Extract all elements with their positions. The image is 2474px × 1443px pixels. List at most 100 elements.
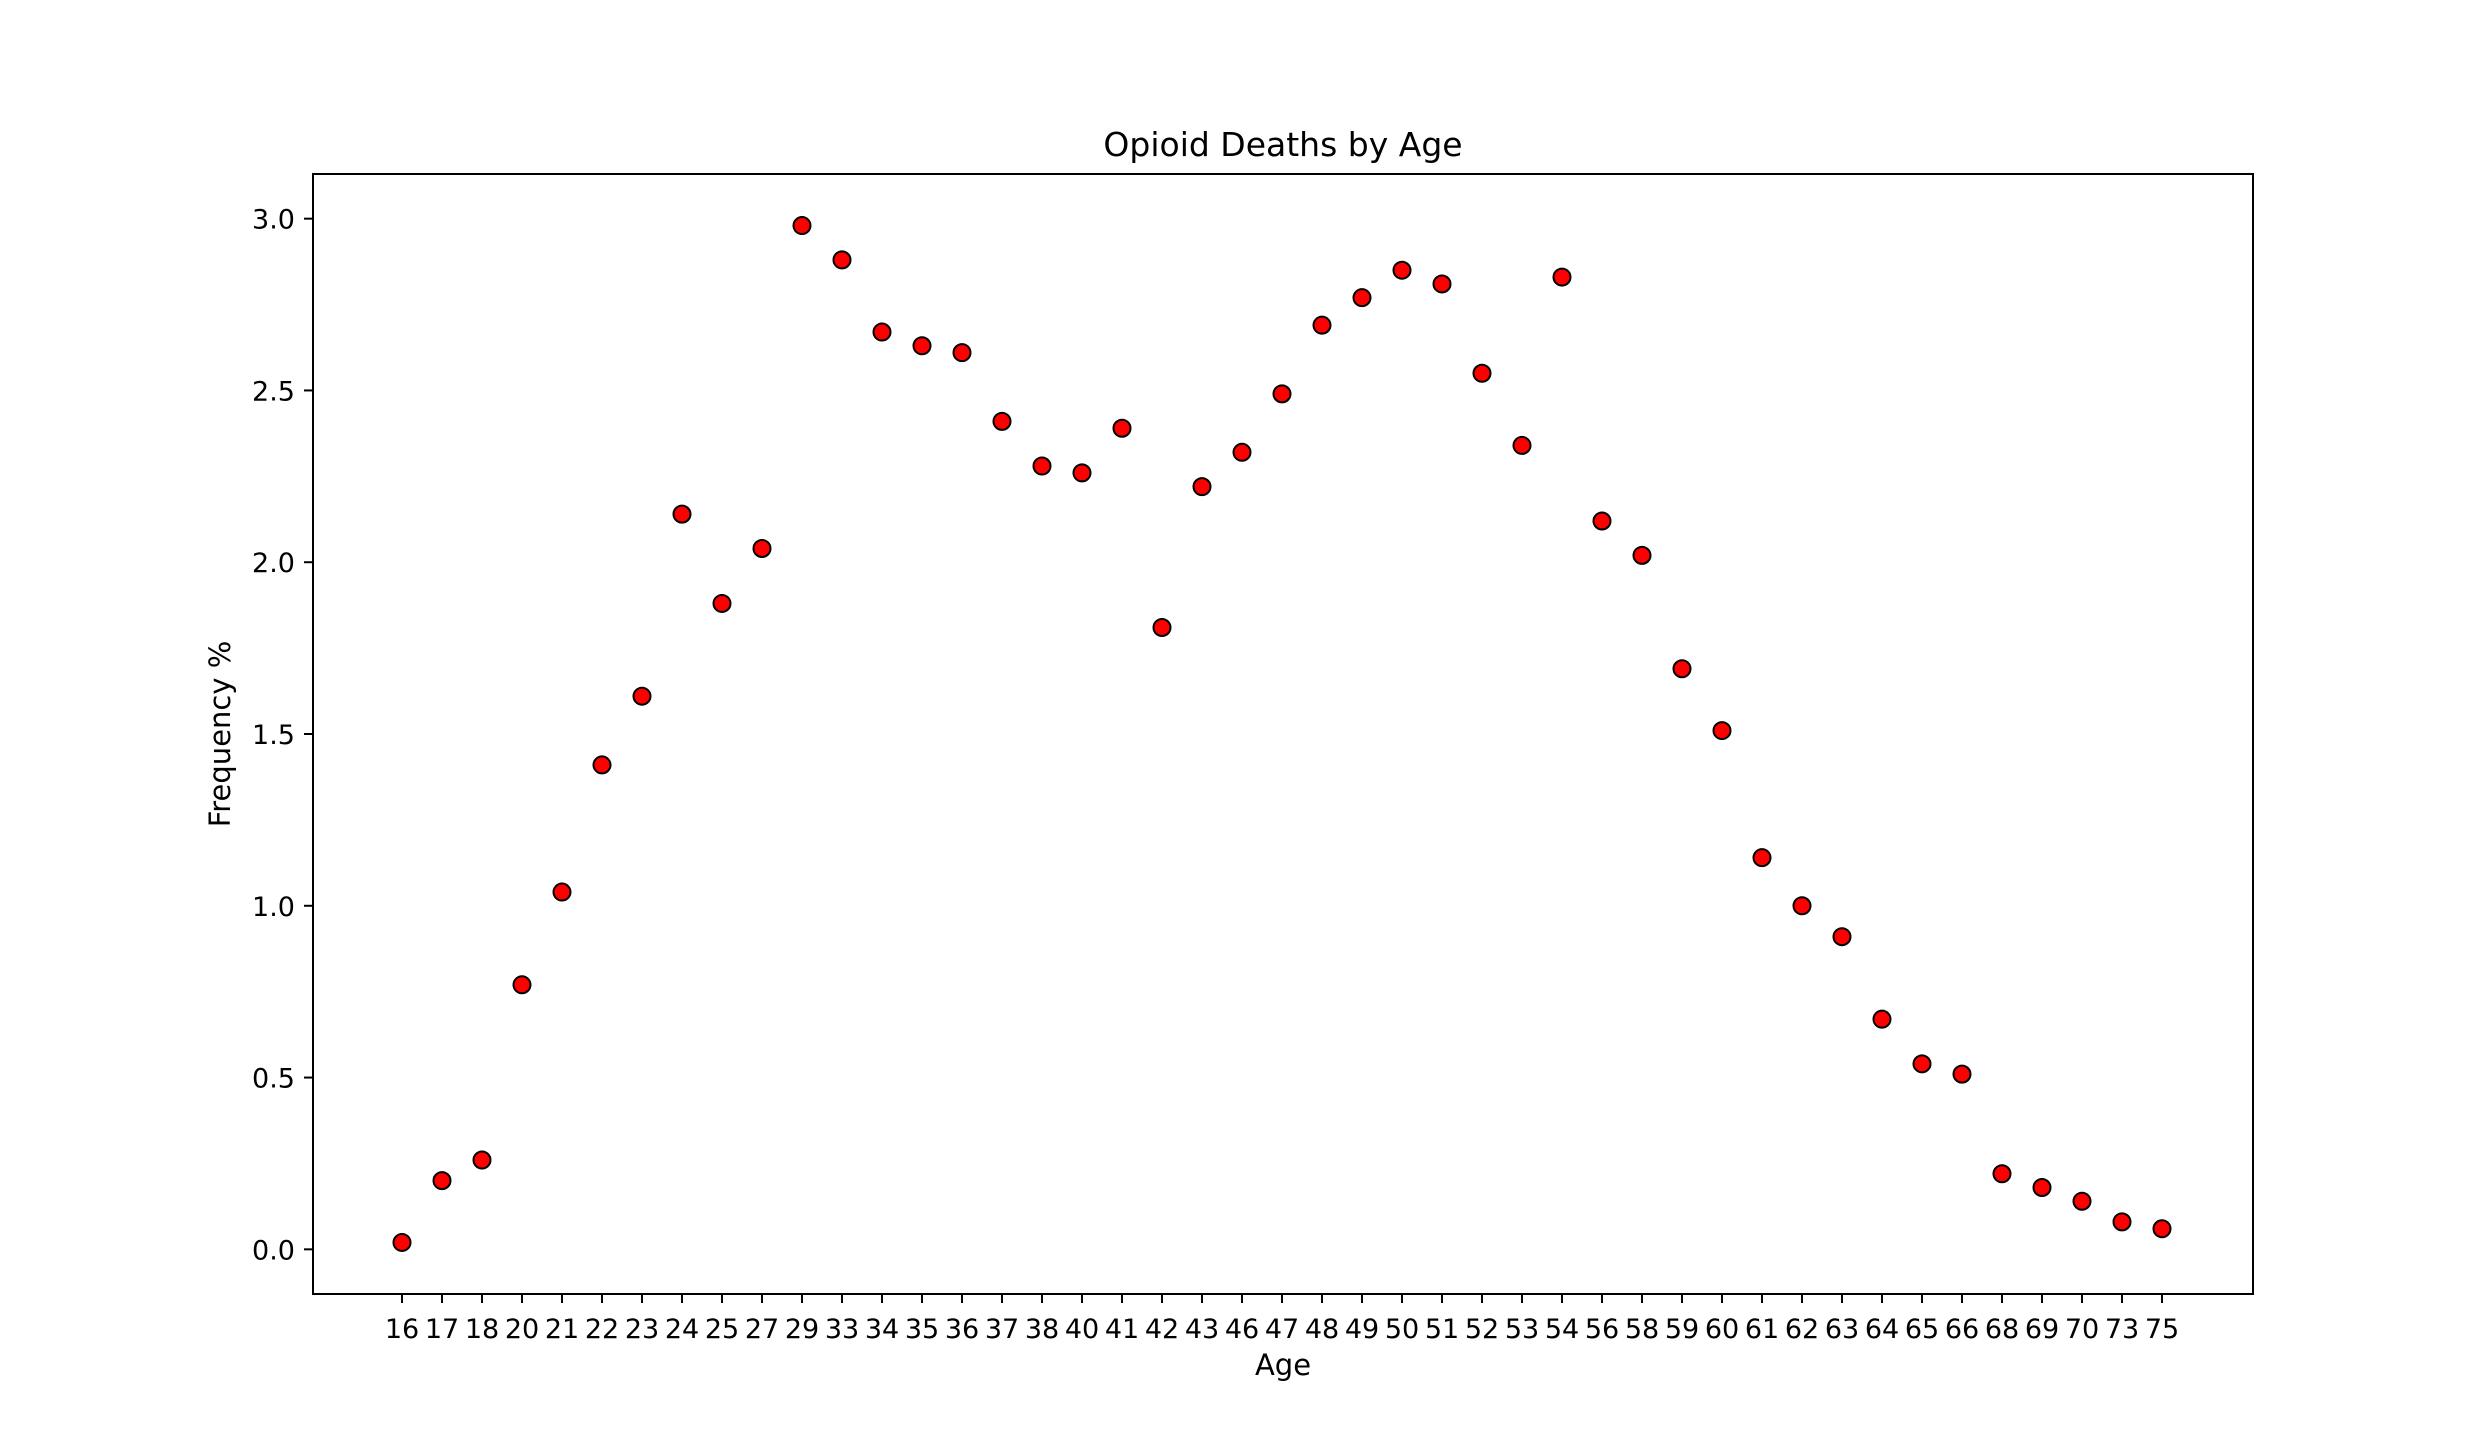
x-tick-label: 25 <box>705 1314 739 1345</box>
x-tick-label: 49 <box>1345 1314 1379 1345</box>
x-tick-label: 68 <box>1985 1314 2019 1345</box>
data-point <box>672 504 692 524</box>
data-point <box>1032 456 1052 476</box>
data-point <box>1872 1009 1892 1029</box>
y-tick-label: 1.5 <box>252 720 295 751</box>
x-tick-label: 22 <box>585 1314 619 1345</box>
x-tick-label: 59 <box>1665 1314 1699 1345</box>
data-point <box>1752 848 1772 868</box>
data-point <box>1912 1054 1932 1074</box>
data-point <box>1312 315 1332 335</box>
data-points <box>392 216 2172 1252</box>
y-axis-ticks: 0.0 0.5 1.0 1.5 2.0 2.5 3.0 <box>252 205 313 1266</box>
x-tick-label: 24 <box>665 1314 699 1345</box>
x-tick-label: 60 <box>1705 1314 1739 1345</box>
x-tick-label: 27 <box>745 1314 779 1345</box>
x-tick-label: 36 <box>945 1314 979 1345</box>
x-tick-label: 40 <box>1065 1314 1099 1345</box>
data-point <box>1152 617 1172 637</box>
x-tick-label: 63 <box>1825 1314 1859 1345</box>
x-tick-label: 37 <box>985 1314 1019 1345</box>
data-point <box>2152 1219 2172 1239</box>
x-tick-label: 41 <box>1105 1314 1139 1345</box>
data-point <box>1192 477 1212 497</box>
data-point <box>1352 288 1372 308</box>
x-tick-label: 16 <box>385 1314 419 1345</box>
x-tick-label: 65 <box>1905 1314 1939 1345</box>
data-point <box>1232 442 1252 462</box>
data-point <box>832 250 852 270</box>
data-point <box>1552 267 1572 287</box>
data-point <box>632 686 652 706</box>
x-tick-label: 29 <box>785 1314 819 1345</box>
x-tick-label: 61 <box>1745 1314 1779 1345</box>
data-point <box>1432 274 1452 294</box>
y-tick-label: 0.5 <box>252 1064 295 1095</box>
data-point <box>1392 260 1412 280</box>
x-tick-label: 21 <box>545 1314 579 1345</box>
y-tick-label: 1.0 <box>252 892 295 923</box>
x-axis-ticks: 16 17 18 20 21 22 23 24 25 27 29 33 34 35 36 37 38 40 41 42… <box>385 1294 2179 1345</box>
data-point <box>2072 1191 2092 1211</box>
plot-area-frame <box>312 173 2254 1295</box>
x-tick-label: 64 <box>1865 1314 1899 1345</box>
x-tick-label: 48 <box>1305 1314 1339 1345</box>
data-point <box>1592 511 1612 531</box>
data-point <box>1072 463 1092 483</box>
x-tick-label: 70 <box>2065 1314 2099 1345</box>
data-point <box>1832 927 1852 947</box>
data-point <box>2032 1177 2052 1197</box>
data-point <box>592 755 612 775</box>
x-tick-label: 20 <box>505 1314 539 1345</box>
x-tick-label: 52 <box>1465 1314 1499 1345</box>
y-tick-label: 0.0 <box>252 1235 295 1266</box>
x-tick-label: 66 <box>1945 1314 1979 1345</box>
data-point <box>912 336 932 356</box>
y-tick-label: 2.5 <box>252 376 295 407</box>
y-tick-label: 2.0 <box>252 548 295 579</box>
x-tick-label: 53 <box>1505 1314 1539 1345</box>
data-point <box>2112 1212 2132 1232</box>
data-point <box>1792 896 1812 916</box>
x-tick-label: 73 <box>2105 1314 2139 1345</box>
x-tick-label: 54 <box>1545 1314 1579 1345</box>
data-point <box>472 1150 492 1170</box>
x-tick-label: 17 <box>425 1314 459 1345</box>
x-tick-label: 35 <box>905 1314 939 1345</box>
data-point <box>792 216 812 236</box>
data-point <box>552 882 572 902</box>
data-point <box>1272 384 1292 404</box>
x-tick-label: 34 <box>865 1314 899 1345</box>
data-point <box>752 538 772 558</box>
x-tick-label: 47 <box>1265 1314 1299 1345</box>
x-tick-label: 46 <box>1225 1314 1259 1345</box>
x-tick-label: 58 <box>1625 1314 1659 1345</box>
data-point <box>1512 435 1532 455</box>
data-point <box>1712 721 1732 741</box>
data-point <box>1112 418 1132 438</box>
x-tick-label: 42 <box>1145 1314 1179 1345</box>
data-point <box>952 343 972 363</box>
data-point <box>872 322 892 342</box>
x-tick-label: 18 <box>465 1314 499 1345</box>
data-point <box>1632 545 1652 565</box>
data-point <box>712 593 732 613</box>
x-tick-label: 33 <box>825 1314 859 1345</box>
data-point <box>1472 363 1492 383</box>
data-point <box>1672 659 1692 679</box>
data-point <box>512 975 532 995</box>
x-axis-label: Age <box>1255 1348 1311 1382</box>
data-point <box>1952 1064 1972 1084</box>
x-tick-label: 43 <box>1185 1314 1219 1345</box>
x-tick-label: 50 <box>1385 1314 1419 1345</box>
x-tick-label: 75 <box>2145 1314 2179 1345</box>
x-tick-label: 56 <box>1585 1314 1619 1345</box>
x-tick-label: 62 <box>1785 1314 1819 1345</box>
data-point <box>992 411 1012 431</box>
x-tick-label: 38 <box>1025 1314 1059 1345</box>
data-point <box>1992 1164 2012 1184</box>
x-tick-label: 51 <box>1425 1314 1459 1345</box>
